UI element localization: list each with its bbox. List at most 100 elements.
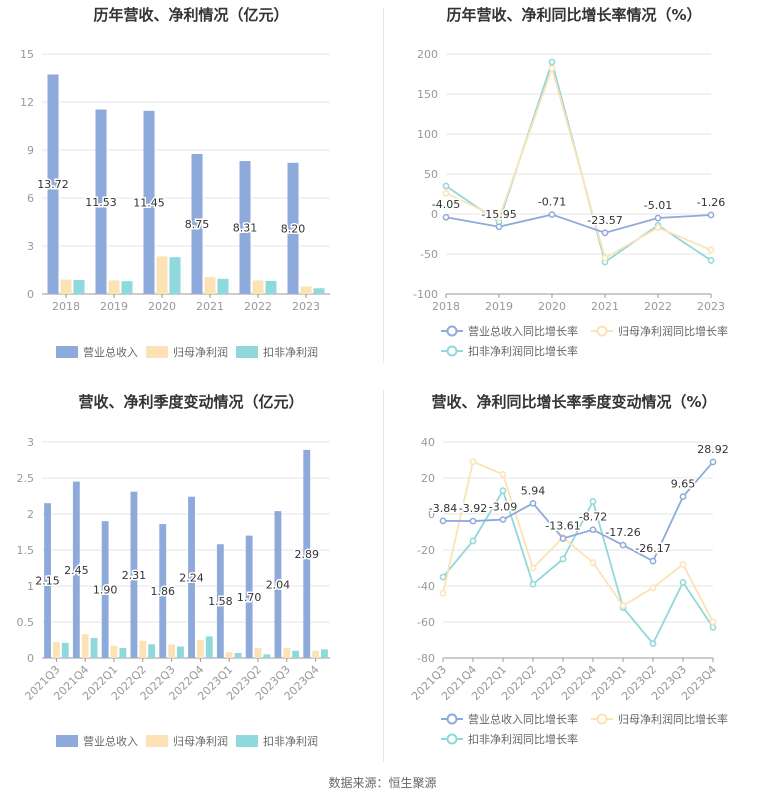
series-2 <box>52 634 320 658</box>
data-label: -26.17 <box>635 542 670 555</box>
bar <box>191 154 203 294</box>
chart-svg: 营收、净利季度变动情况（亿元） 0 0.5 1 1.5 2 2.5 3 2021Q32021Q… <box>17 393 330 748</box>
data-point <box>529 580 537 588</box>
bar <box>283 647 291 658</box>
bar <box>252 280 264 294</box>
data-label: 13.72 <box>37 178 69 191</box>
bar <box>159 524 167 658</box>
series-line <box>442 488 714 646</box>
chart-title: 营收、净利季度变动情况（亿元） <box>78 393 303 411</box>
y-tick-label: -40 <box>417 580 435 593</box>
data-point <box>589 559 597 566</box>
vertical-divider-top <box>383 8 384 363</box>
y-tick-label: 0 <box>428 508 435 521</box>
chart-svg: 历年营收、净利同比增长率情况（%） -100 -50 0 50 100 150 200 201… <box>413 6 728 358</box>
bar <box>225 652 233 658</box>
y-tick-label: 200 <box>417 48 438 61</box>
y-tick-label: 1.5 <box>17 544 35 557</box>
series-line <box>442 460 714 623</box>
y-tick-label: 0 <box>27 288 34 301</box>
legend-label: 归母净利润同比增长率 <box>618 324 728 338</box>
data-label: -13.61 <box>545 519 580 532</box>
data-label: -3.92 <box>459 502 487 515</box>
bar <box>169 257 181 294</box>
y-tick-label: 15 <box>20 48 34 61</box>
x-tick-label: 2018 <box>52 300 80 313</box>
bar <box>61 642 69 658</box>
y-tick-label: -20 <box>417 544 435 557</box>
bar <box>110 645 118 658</box>
data-point <box>442 182 450 190</box>
bar <box>245 535 253 658</box>
bar <box>303 449 311 658</box>
x-axis: 2021Q32021Q42022Q12022Q22022Q32022Q42023… <box>409 658 719 703</box>
y-tick-label: 9 <box>27 144 34 157</box>
series-2 <box>442 65 715 262</box>
y-tick-label: 6 <box>27 192 34 205</box>
data-point <box>548 58 556 66</box>
bar <box>287 162 299 294</box>
legend-swatch <box>236 735 258 747</box>
legend-label: 扣非净利润同比增长率 <box>468 732 578 746</box>
data-point <box>654 224 662 231</box>
data-point <box>709 618 717 626</box>
bar <box>108 280 120 294</box>
bar <box>216 544 224 658</box>
series-3 <box>439 487 717 647</box>
series-1 <box>44 449 311 658</box>
data-label: 11.45 <box>133 196 165 209</box>
legend-label: 归母净利润同比增长率 <box>618 712 728 726</box>
data-label: 2.45 <box>64 564 89 577</box>
bar <box>274 511 282 658</box>
data-point <box>439 517 447 525</box>
y-tick-label: 50 <box>424 168 438 181</box>
data-point <box>707 246 715 254</box>
legend-label: 营业总收入 <box>83 734 138 748</box>
legend-swatch <box>56 346 78 358</box>
quarterly-revenue-profit-chart: 营收、净利季度变动情况（亿元） 0 0.5 1 1.5 2 2.5 3 2021Q3 2021Q… <box>0 385 383 770</box>
y-axis: -100 -50 0 50 100 150 200 <box>413 48 711 301</box>
data-point <box>439 573 447 581</box>
y-tick-label: 20 <box>421 472 435 485</box>
data-label: -4.05 <box>432 198 460 211</box>
data-point <box>654 214 662 222</box>
x-tick-label: 2023 <box>697 300 725 313</box>
bar <box>139 640 147 658</box>
bar <box>47 74 59 294</box>
data-point <box>442 213 450 221</box>
legend-swatch <box>236 346 258 358</box>
data-point <box>619 541 627 549</box>
series-2 <box>439 458 717 626</box>
bar <box>254 647 262 658</box>
bar <box>143 110 155 294</box>
x-axis: 2018 2019 2020 2021 2022 2023 <box>432 294 725 313</box>
data-point <box>601 229 609 237</box>
legend-marker <box>446 325 458 337</box>
data-label: 2.89 <box>294 548 319 561</box>
series-3 <box>61 636 328 658</box>
bar <box>101 521 109 658</box>
series-line <box>445 213 712 234</box>
data-point <box>649 557 657 565</box>
x-tick-label: 2022 <box>244 300 272 313</box>
x-tick-label: 2018 <box>432 300 460 313</box>
data-label: 1.90 <box>93 584 118 597</box>
data-point <box>548 65 556 72</box>
bar <box>265 280 277 294</box>
data-point <box>469 517 477 525</box>
bar <box>312 650 320 658</box>
quarterly-growth-rate-chart: 营收、净利同比增长率季度变动情况（%） -80 -60 -40 -20 0 20 40 202… <box>383 385 765 770</box>
series-line <box>442 461 714 563</box>
y-tick-label: 3 <box>27 240 34 253</box>
bar <box>217 278 229 294</box>
chart-title: 营收、净利同比增长率季度变动情况（%） <box>431 393 716 411</box>
data-point <box>495 223 503 231</box>
bar <box>168 644 176 658</box>
data-point <box>679 561 687 568</box>
bar <box>156 256 168 294</box>
data-label: -17.26 <box>605 526 640 539</box>
data-label: -0.71 <box>538 196 566 209</box>
data-label: -8.72 <box>579 511 607 524</box>
annual-growth-rate-chart: 历年营收、净利同比增长率情况（%） -100 -50 0 50 100 150 200 201… <box>383 0 765 370</box>
legend-label: 扣非净利润 <box>263 734 318 748</box>
